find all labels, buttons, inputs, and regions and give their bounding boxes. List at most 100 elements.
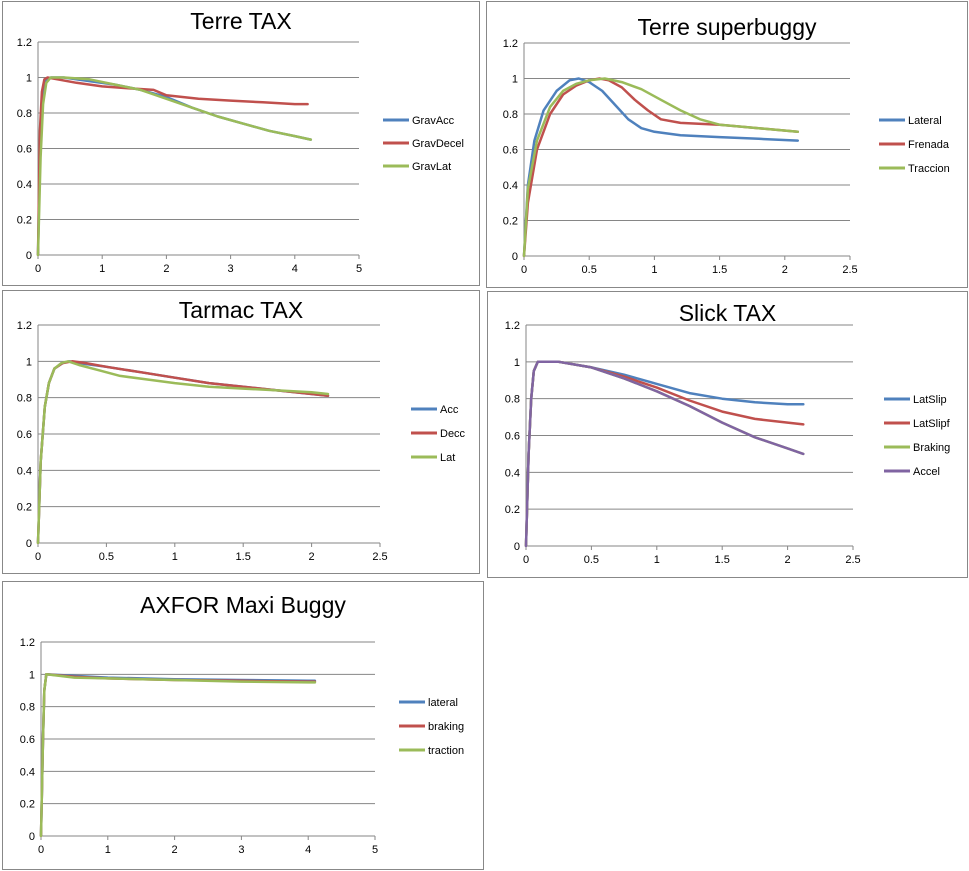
legend-label: braking [428, 721, 464, 733]
x-tick-label: 5 [372, 844, 378, 856]
chart-title: Terre TAX [190, 8, 292, 34]
y-tick-label: 0 [512, 251, 518, 263]
series-line-traction [39, 673, 317, 838]
x-tick-label: 3 [238, 844, 244, 856]
y-tick-label: 0.6 [17, 429, 32, 441]
chart-svg: 0 0.2 0.4 0.6 0.8 1 1.2 0 1 2 3 4 5 GravAcc GravDecel G… [17, 37, 464, 275]
x-tick-label: 0.5 [582, 264, 597, 276]
chart-panel-terre-tax: Terre TAX 0 0.2 0.4 0.6 0.8 1 1.2 0 1 2 3 4 5 GravAcc… [2, 1, 480, 286]
y-tick-label: 1 [26, 356, 32, 368]
x-tick-label: 2 [172, 844, 178, 856]
y-tick-label: 0.8 [505, 394, 520, 406]
x-tick-label: 1 [99, 263, 105, 275]
legend-label: Accel [913, 466, 940, 478]
y-tick-label: 0.4 [505, 467, 520, 479]
series-line-accel [524, 360, 805, 548]
series-line-braking [39, 673, 317, 838]
y-tick-label: 1.2 [503, 38, 518, 50]
series-line-gravlat [36, 76, 313, 257]
x-tick-label: 1 [654, 554, 660, 566]
x-tick-label: 3 [228, 263, 234, 275]
series-line-gravacc [36, 76, 313, 257]
y-tick-label: 0 [26, 538, 32, 550]
legend-label: Lateral [908, 115, 942, 127]
x-tick-label: 4 [305, 844, 311, 856]
chart-svg: 0 0.2 0.4 0.6 0.8 1 1.2 0 0.5 1 1.5 2 2.5 Acc Decc Lat [17, 320, 466, 563]
x-tick-label: 0 [35, 551, 41, 563]
chart-svg: 0 0.2 0.4 0.6 0.8 1 1.2 0 1 2 3 4 5 lateral braking tra… [20, 637, 464, 856]
x-tick-label: 2.5 [845, 554, 860, 566]
x-tick-label: 0.5 [584, 554, 599, 566]
y-tick-label: 1.2 [505, 320, 520, 332]
series-line-latslipf [524, 360, 805, 548]
legend-label: Acc [440, 404, 459, 416]
x-tick-label: 1 [105, 844, 111, 856]
x-tick-label: 1 [651, 264, 657, 276]
y-tick-label: 0.2 [503, 216, 518, 228]
chart-panel-slick-tax: Slick TAX 0 0.2 0.4 0.6 0.8 1 1.2 0 0.5 1 1.5 2 2.5 L… [487, 291, 968, 578]
y-tick-label: 0 [26, 250, 32, 262]
x-tick-label: 1.5 [236, 551, 251, 563]
legend-label: GravAcc [412, 115, 455, 127]
series-line-lat [36, 360, 330, 545]
x-tick-label: 2 [163, 263, 169, 275]
x-tick-label: 0.5 [99, 551, 114, 563]
x-tick-label: 1 [172, 551, 178, 563]
y-tick-label: 0.6 [20, 734, 35, 746]
y-tick-label: 1 [29, 669, 35, 681]
y-tick-label: 0.8 [17, 393, 32, 405]
legend-label: Traccion [908, 163, 950, 175]
chart-title: AXFOR Maxi Buggy [140, 592, 346, 618]
series-line-gravdecel [36, 76, 309, 257]
y-tick-label: 1.2 [17, 37, 32, 49]
y-tick-label: 1.2 [17, 320, 32, 332]
x-tick-label: 2.5 [842, 264, 857, 276]
y-tick-label: 1 [26, 73, 32, 85]
chart-title: Slick TAX [678, 300, 777, 326]
chart-svg: 0 0.2 0.4 0.6 0.8 1 1.2 0 0.5 1 1.5 2 2.5 Lateral Fren… [503, 38, 950, 276]
y-tick-label: 0.6 [17, 144, 32, 156]
x-tick-label: 0 [521, 264, 527, 276]
x-tick-label: 0 [35, 263, 41, 275]
y-tick-label: 0.2 [17, 215, 32, 227]
legend-label: LatSlip [913, 394, 947, 406]
chart-title: Tarmac TAX [178, 297, 304, 323]
y-tick-label: 0.2 [17, 502, 32, 514]
y-tick-label: 0.8 [20, 702, 35, 714]
y-tick-label: 0 [514, 541, 520, 553]
y-tick-label: 0.4 [17, 179, 32, 191]
legend-label: lateral [428, 697, 458, 709]
chart-panel-axfor-maxi-buggy: AXFOR Maxi Buggy 0 0.2 0.4 0.6 0.8 1 1.2 0 1 2 3 4 5… [2, 581, 484, 870]
legend-label: Lat [440, 452, 455, 464]
series-line-traccion [522, 77, 800, 258]
y-tick-label: 1.2 [20, 637, 35, 649]
legend-label: GravLat [412, 161, 451, 173]
legend-label: Frenada [908, 139, 950, 151]
chart-panel-tarmac-tax: Tarmac TAX 0 0.2 0.4 0.6 0.8 1 1.2 0 0.5 1 1.5 2 2.5… [2, 290, 480, 574]
x-tick-label: 2 [785, 554, 791, 566]
x-tick-label: 0 [523, 554, 529, 566]
x-tick-label: 1.5 [712, 264, 727, 276]
y-tick-label: 0.4 [17, 465, 32, 477]
y-tick-label: 0.8 [503, 109, 518, 121]
x-tick-label: 2 [782, 264, 788, 276]
y-tick-label: 0.6 [503, 145, 518, 157]
x-tick-label: 5 [356, 263, 362, 275]
legend-label: Decc [440, 428, 466, 440]
series-line-decc [36, 360, 330, 545]
series-line-lateral [522, 77, 800, 258]
y-tick-label: 0.2 [505, 504, 520, 516]
y-tick-label: 0.4 [20, 766, 35, 778]
y-tick-label: 0.6 [505, 431, 520, 443]
x-tick-label: 2 [309, 551, 315, 563]
chart-svg: 0 0.2 0.4 0.6 0.8 1 1.2 0 0.5 1 1.5 2 2.5 LatSlip LatS… [505, 320, 951, 566]
legend-label: LatSlipf [913, 418, 951, 430]
series-line-lateral [39, 673, 317, 838]
series-line-acc [36, 360, 330, 545]
x-tick-label: 1.5 [715, 554, 730, 566]
x-tick-label: 2.5 [372, 551, 387, 563]
y-tick-label: 1 [512, 74, 518, 86]
y-tick-label: 0.4 [503, 180, 518, 192]
series-line-frenada [522, 77, 800, 258]
chart-title: Terre superbuggy [637, 14, 817, 40]
